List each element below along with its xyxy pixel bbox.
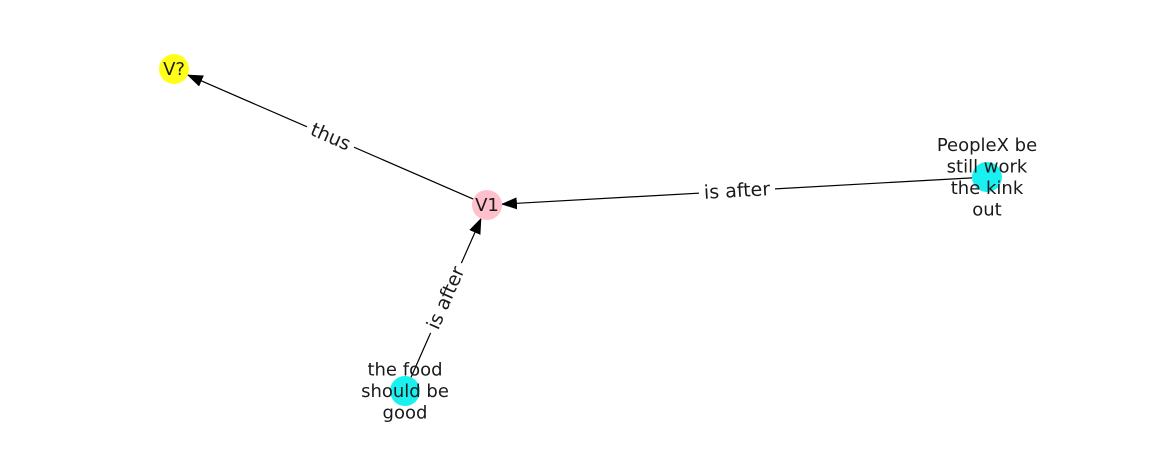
edge-label-group: is after bbox=[698, 176, 776, 206]
node-circle bbox=[159, 54, 189, 84]
edge-label: is after bbox=[703, 178, 770, 204]
edge-label-background bbox=[419, 258, 473, 338]
edge-label-background bbox=[302, 115, 359, 159]
node-label: PeopleX be still work the kink out bbox=[937, 134, 1037, 220]
edges-layer: thus is after is after bbox=[186, 74, 973, 378]
edge-people-to-v1: is after bbox=[500, 176, 973, 210]
node-label-line: V? bbox=[163, 59, 185, 80]
node-circle bbox=[390, 376, 420, 406]
nodes-layer: V? V1 PeopleX be still work the kink out the f… bbox=[159, 54, 1037, 423]
edge-v1-to-v_q: thus bbox=[186, 74, 474, 200]
node-label: V1 bbox=[475, 195, 499, 216]
node-food: the food should be good bbox=[361, 359, 449, 423]
edge-food-to-v1: is after bbox=[410, 217, 482, 378]
node-circle bbox=[972, 162, 1002, 192]
node-label-line: the food bbox=[367, 359, 442, 380]
node-circle bbox=[472, 190, 502, 220]
node-label-line: still work bbox=[947, 156, 1028, 177]
node-label-line: the kink bbox=[951, 177, 1024, 198]
edge-label: is after bbox=[423, 263, 470, 333]
node-label: V? bbox=[163, 59, 185, 80]
node-label-line: out bbox=[972, 199, 1001, 220]
edge-label-group: is after bbox=[419, 258, 473, 338]
node-label: the food should be good bbox=[361, 359, 449, 423]
node-label-line: good bbox=[383, 402, 428, 423]
node-label-line: V1 bbox=[475, 195, 499, 216]
node-label-line: should be bbox=[361, 381, 449, 402]
node-v1: V1 bbox=[472, 190, 502, 220]
node-people: PeopleX be still work the kink out bbox=[937, 134, 1037, 220]
node-label-line: PeopleX be bbox=[937, 134, 1037, 155]
edge-label-background bbox=[698, 176, 776, 206]
edge-label-group: thus bbox=[302, 115, 359, 159]
node-v_q: V? bbox=[159, 54, 189, 84]
